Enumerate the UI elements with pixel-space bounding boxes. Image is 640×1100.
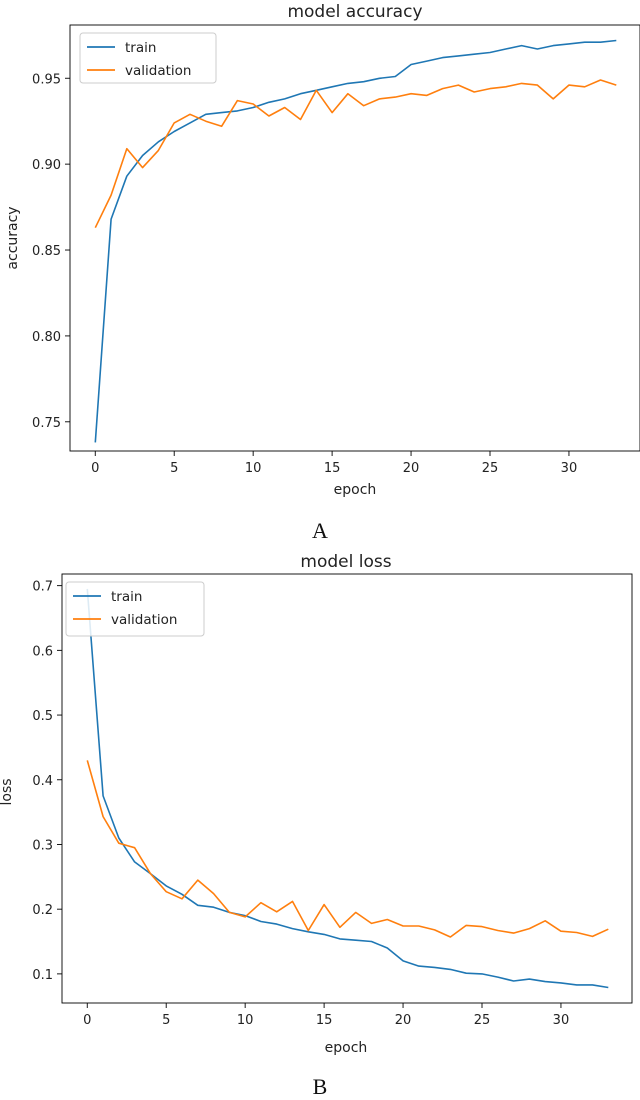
y-tick-label: 0.6 [32, 644, 53, 659]
y-tick-label: 0.85 [32, 244, 61, 259]
legend-label-validation: validation [125, 63, 191, 79]
y-tick-label: 0.1 [32, 968, 53, 983]
plot-frame [61, 573, 633, 1004]
y-tick-label: 0.7 [32, 580, 53, 595]
figure-loss: model loss epoch loss 0 5 10 15 20 25 30 0.1 0.2… [0, 542, 640, 1072]
series-line-validation [94, 79, 617, 229]
x-axis-label: epoch [334, 482, 377, 498]
x-tick-label: 25 [482, 461, 499, 476]
series-line-train [86, 588, 609, 989]
x-tick-label: 10 [245, 461, 262, 476]
x-tick-label: 15 [324, 461, 341, 476]
x-tick-label: 10 [237, 1013, 254, 1028]
series-line-train [94, 39, 617, 443]
plot-frame [69, 24, 640, 452]
y-tick-label: 0.80 [32, 330, 61, 345]
x-tick-label: 0 [91, 461, 99, 476]
y-tick-label: 0.95 [32, 72, 61, 87]
x-tick-label: 30 [561, 461, 578, 476]
legend-label-validation: validation [111, 612, 177, 628]
y-axis-label: loss [0, 778, 15, 805]
legend-label-train: train [111, 589, 142, 605]
chart-title: model loss [300, 552, 391, 572]
y-tick-label: 0.2 [32, 903, 53, 918]
y-tick-label: 0.4 [32, 774, 53, 789]
y-tick-label: 0.5 [32, 709, 53, 724]
x-tick-label: 5 [170, 461, 178, 476]
x-tick-label: 5 [162, 1013, 170, 1028]
x-axis-label: epoch [325, 1040, 368, 1056]
legend-label-train: train [125, 40, 156, 56]
accuracy-chart: model accuracy epoch accuracy 0 5 10 15 20 25… [5, 2, 640, 498]
y-tick-label: 0.3 [32, 838, 53, 853]
figure-caption-a: A [312, 518, 328, 543]
x-tick-label: 20 [403, 461, 420, 476]
y-axis-label: accuracy [5, 206, 21, 269]
series-line-validation [86, 760, 609, 938]
x-tick-label: 15 [316, 1013, 333, 1028]
figure-accuracy: model accuracy epoch accuracy 0 5 10 15 20 25… [0, 0, 640, 520]
x-tick-label: 0 [83, 1013, 91, 1028]
x-tick-label: 25 [474, 1013, 491, 1028]
y-tick-label: 0.90 [32, 158, 61, 173]
y-tick-label: 0.75 [32, 416, 61, 431]
loss-chart: model loss epoch loss 0 5 10 15 20 25 30 0.1 0.2… [0, 552, 633, 1056]
figure-caption-b: B [312, 1074, 328, 1099]
x-tick-label: 20 [395, 1013, 412, 1028]
x-tick-label: 30 [553, 1013, 570, 1028]
chart-title: model accuracy [287, 2, 422, 22]
